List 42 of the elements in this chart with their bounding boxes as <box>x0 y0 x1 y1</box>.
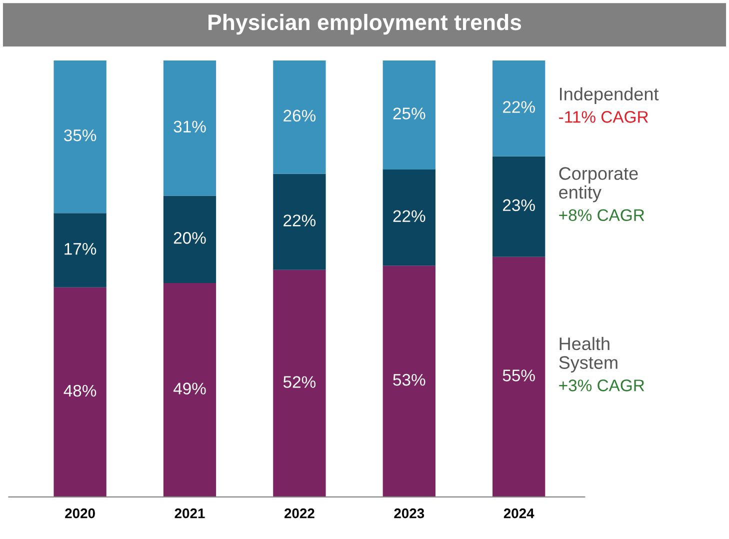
series-label: Independent <box>560 87 659 104</box>
annotation: +3% CAGR <box>559 380 644 392</box>
bar <box>382 60 436 170</box>
x-tick-label: 2021 <box>174 508 205 518</box>
x-tick-label: 2024 <box>504 508 534 518</box>
data-label: 49% <box>173 382 206 394</box>
data-label: 17% <box>64 243 96 255</box>
data-label: 53% <box>393 374 426 386</box>
bar <box>492 156 546 257</box>
bar <box>382 266 436 497</box>
data-label: 22% <box>393 210 426 222</box>
data-label: 52% <box>283 376 316 388</box>
data-label: 55% <box>502 370 535 382</box>
data-label: 25% <box>393 108 426 120</box>
series-label: Health System <box>559 336 618 373</box>
x-tick-label: 2020 <box>65 508 95 518</box>
bar <box>492 60 546 156</box>
x-tick-label: 2023 <box>394 508 424 518</box>
bar <box>382 170 436 266</box>
data-label: 31% <box>174 120 206 133</box>
bar <box>54 287 106 497</box>
bar <box>273 270 326 497</box>
chart-title: Physician employment trends <box>208 14 522 35</box>
bar <box>163 196 216 284</box>
bar <box>492 256 546 497</box>
bar <box>273 174 326 270</box>
data-label: 22% <box>284 214 316 226</box>
data-label: 23% <box>503 199 535 212</box>
bar <box>54 213 106 288</box>
bar <box>54 60 106 214</box>
series-label: Corporate entity <box>559 167 638 202</box>
data-label: 35% <box>64 129 96 142</box>
data-label: 20% <box>174 232 206 244</box>
annotation: +8% CAGR <box>559 209 644 222</box>
x-tick-label: 2022 <box>284 508 314 518</box>
data-label: 26% <box>284 110 316 122</box>
bar <box>163 283 216 497</box>
data-label: 22% <box>503 101 535 113</box>
bar <box>163 60 216 196</box>
data-label: 48% <box>64 384 96 397</box>
annotation: -11% CAGR <box>559 111 648 123</box>
bar <box>273 60 326 174</box>
